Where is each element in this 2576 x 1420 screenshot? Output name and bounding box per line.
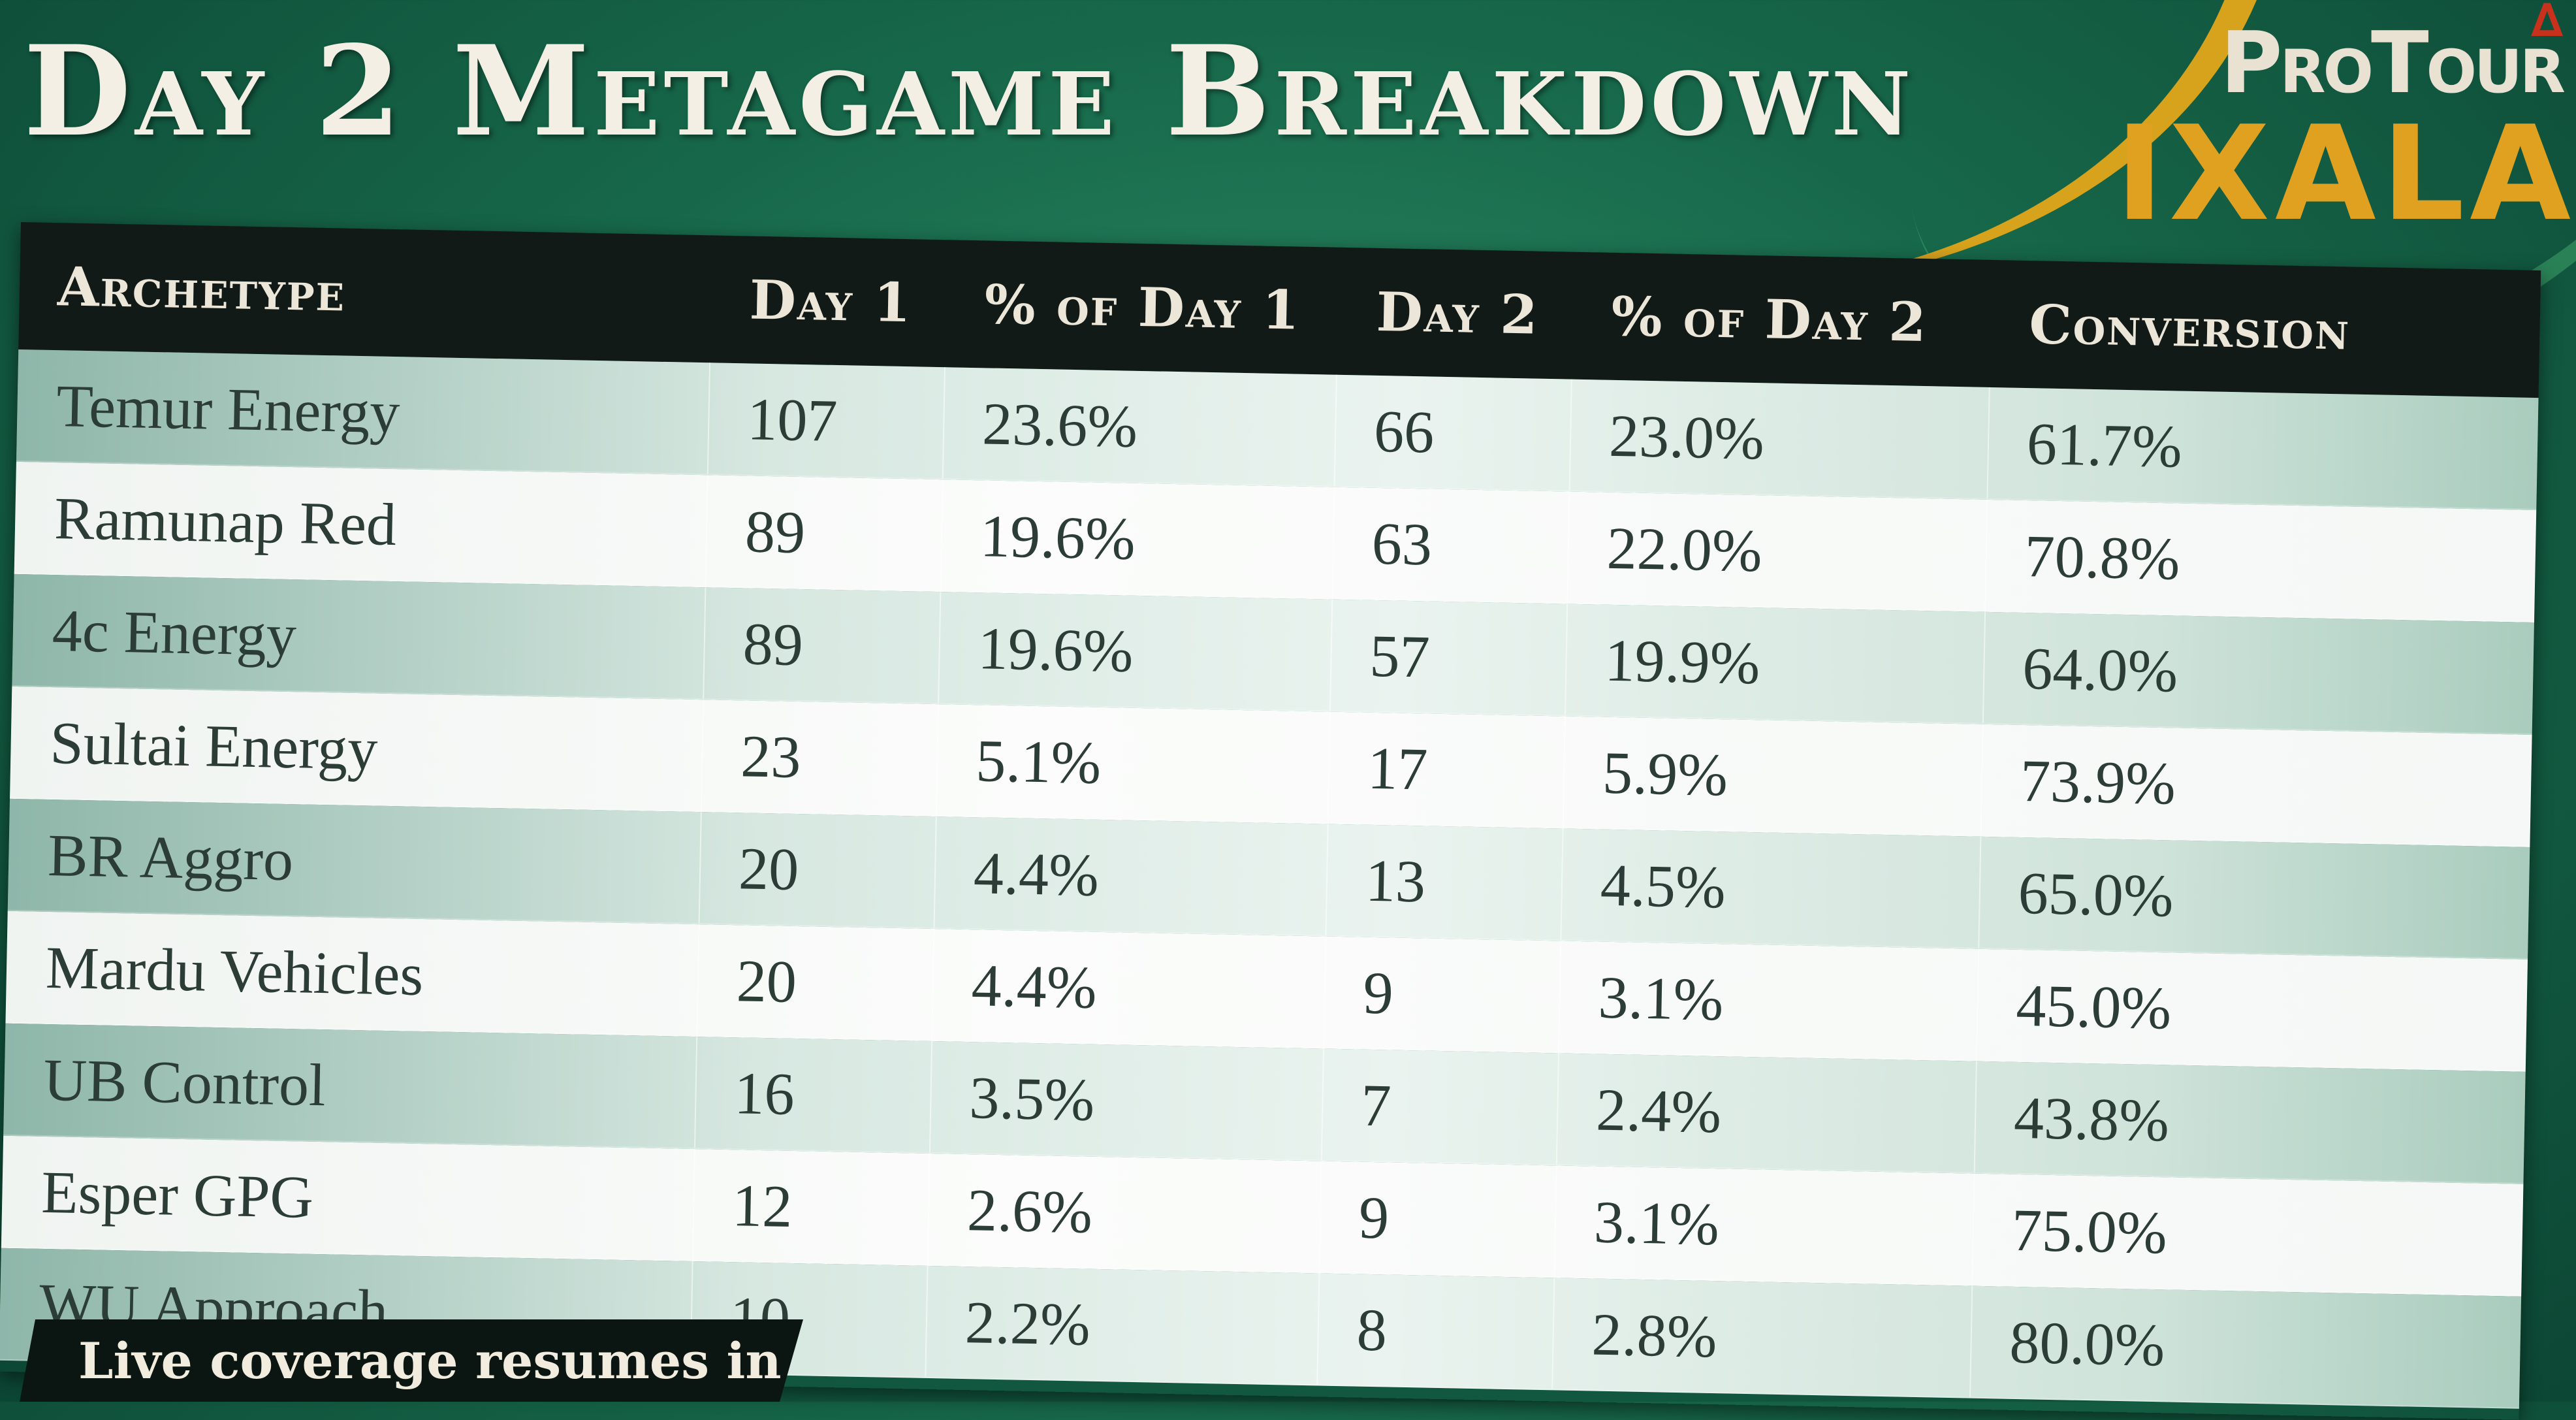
cell-day2: 66 xyxy=(1335,374,1572,491)
header-archetype: Archetype xyxy=(57,255,347,324)
cell-day2: 17 xyxy=(1328,711,1566,828)
cell-pct-day2: 3.1% xyxy=(1559,941,1980,1060)
cell-archetype: Mardu Vehicles xyxy=(5,911,700,1036)
cell-day2: 57 xyxy=(1331,599,1568,715)
cell-day2: 9 xyxy=(1324,936,1562,1052)
cell-pct-day2: 22.0% xyxy=(1568,491,1988,611)
cell-day1: 12 xyxy=(693,1149,930,1265)
cell-archetype: Temur Energy xyxy=(16,349,711,474)
cell-pct-day1: 19.6% xyxy=(939,592,1333,711)
cell-conversion: 61.7% xyxy=(2026,410,2183,480)
protour-logo: ∆ ProTour IXALA xyxy=(2115,0,2576,250)
cell-pct-day1: 2.2% xyxy=(926,1265,1320,1385)
header-conversion: Conversion xyxy=(2028,293,2351,363)
cell-day1: 20 xyxy=(699,812,937,928)
cell-pct-day2: 3.1% xyxy=(1555,1165,1975,1285)
cell-conversion: 70.8% xyxy=(2024,523,2181,592)
metagame-table: Archetype Day 1 % of Day 1 Day 2 % of Da… xyxy=(0,222,2541,1420)
cell-archetype: Esper GPG xyxy=(1,1135,695,1261)
cell-pct-day1: 5.1% xyxy=(936,704,1331,823)
cell-day1: 89 xyxy=(706,475,944,591)
cell-day2: 63 xyxy=(1333,487,1570,603)
cell-day2: 7 xyxy=(1322,1048,1560,1165)
cell-day2: 13 xyxy=(1326,824,1564,940)
cell-day1: 16 xyxy=(695,1037,933,1153)
cell-pct-day2: 23.0% xyxy=(1570,379,1990,498)
header-day1: Day 1 xyxy=(749,268,913,334)
cell-day2: 9 xyxy=(1320,1161,1557,1277)
cell-conversion: 65.0% xyxy=(2017,859,2174,929)
cell-day2: 8 xyxy=(1318,1273,1555,1389)
cell-pct-day2: 2.4% xyxy=(1557,1053,1977,1172)
cell-pct-day2: 4.5% xyxy=(1561,828,1982,948)
cell-pct-day1: 4.4% xyxy=(932,929,1327,1048)
cell-pct-day1: 23.6% xyxy=(943,367,1337,486)
cell-conversion: 75.0% xyxy=(2011,1196,2168,1267)
cell-pct-day1: 4.4% xyxy=(934,816,1329,935)
cell-pct-day1: 3.5% xyxy=(930,1041,1325,1160)
cell-archetype: Sultai Energy xyxy=(10,686,705,811)
cell-archetype: BR Aggro xyxy=(7,798,702,924)
cell-conversion: 73.9% xyxy=(2020,747,2176,817)
cell-conversion: 43.8% xyxy=(2013,1084,2170,1154)
live-coverage-text: Live coverage resumes in 0:16 xyxy=(78,1331,921,1390)
cell-day1: 20 xyxy=(697,924,935,1041)
cell-pct-day2: 19.9% xyxy=(1565,604,1986,723)
cell-archetype: Ramunap Red xyxy=(14,461,708,587)
logo-mark-icon: ∆ xyxy=(2531,0,2563,47)
cell-day1: 23 xyxy=(701,700,940,816)
header-pct-day2: % of Day 2 xyxy=(1610,285,1928,354)
cell-conversion: 45.0% xyxy=(2015,971,2172,1042)
cell-conversion: 64.0% xyxy=(2022,634,2179,705)
cell-pct-day2: 2.8% xyxy=(1553,1278,1973,1397)
cell-day1: 107 xyxy=(708,363,946,479)
logo-top-text: ProTour xyxy=(2220,13,2566,112)
cell-archetype: 4c Energy xyxy=(12,573,707,699)
logo-bottom-text: IXALA xyxy=(2115,98,2576,250)
cell-pct-day1: 2.6% xyxy=(928,1154,1322,1272)
live-coverage-banner: Live coverage resumes in 0:16 xyxy=(20,1319,803,1402)
page-title: Day 2 Metagame Breakdown xyxy=(24,18,1915,164)
header-pct-day1: % of Day 1 xyxy=(983,272,1301,342)
header-day2: Day 2 xyxy=(1375,280,1540,347)
cell-conversion: 80.0% xyxy=(2009,1308,2166,1379)
cell-day1: 89 xyxy=(704,587,942,703)
cell-pct-day1: 19.6% xyxy=(941,479,1335,598)
cell-pct-day2: 5.9% xyxy=(1563,716,1984,835)
cell-archetype: UB Control xyxy=(3,1023,698,1148)
